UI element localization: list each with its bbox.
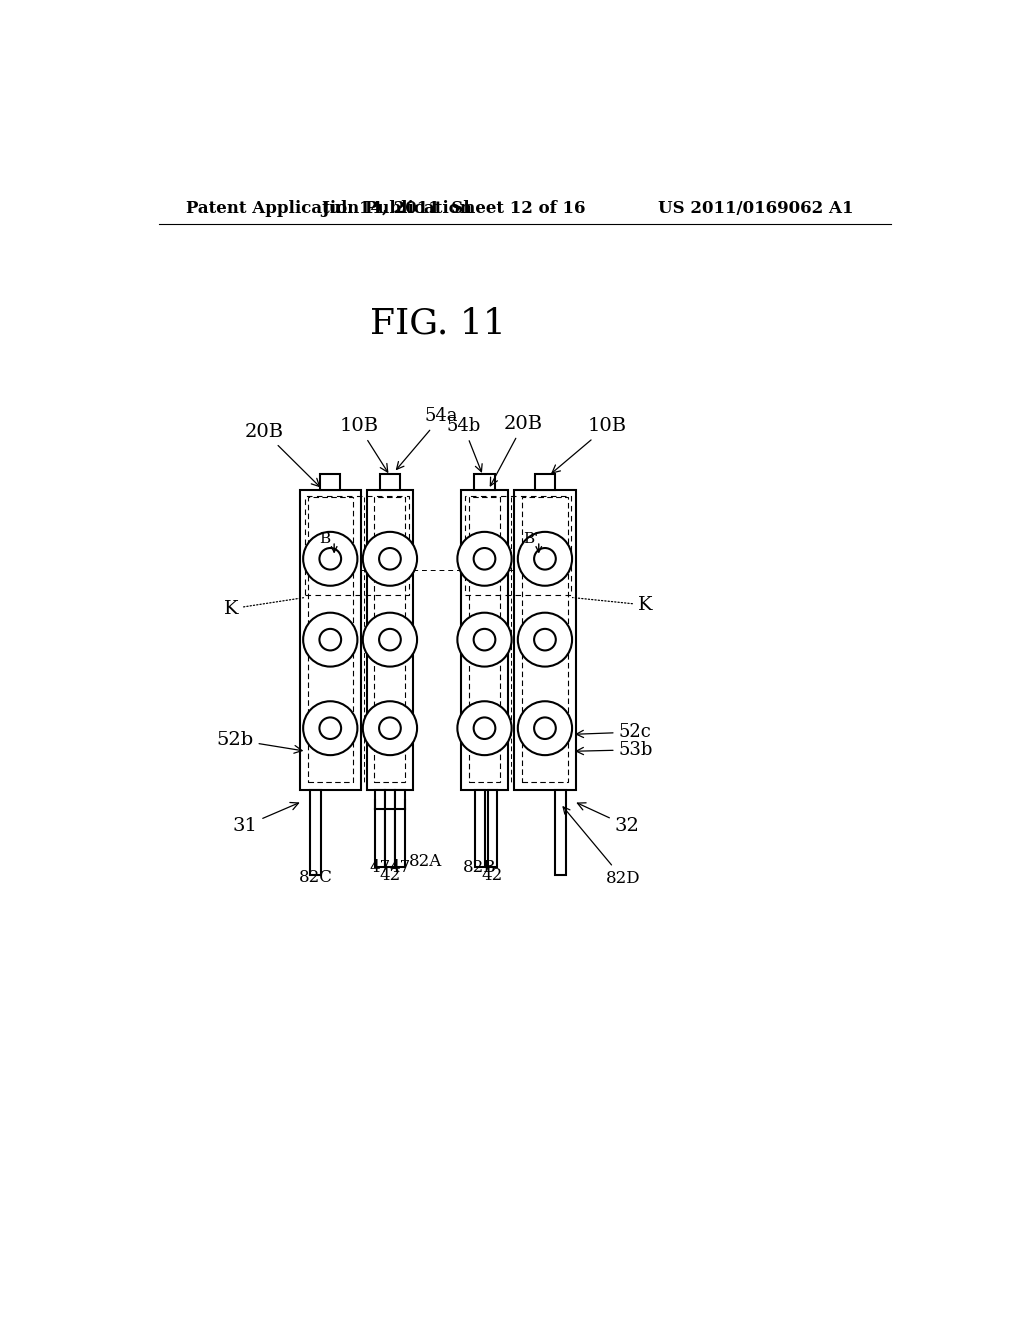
Bar	[367, 490, 414, 789]
Text: 52b: 52b	[216, 731, 302, 754]
Text: 10B: 10B	[339, 417, 388, 473]
Bar	[521, 498, 568, 781]
Circle shape	[518, 532, 572, 586]
Text: K: K	[572, 597, 652, 614]
Text: FIG. 11: FIG. 11	[370, 308, 506, 341]
Bar	[469, 498, 500, 781]
Circle shape	[518, 612, 572, 667]
Circle shape	[379, 548, 400, 570]
Circle shape	[518, 701, 572, 755]
Text: K: K	[223, 598, 303, 618]
Bar	[300, 490, 360, 789]
Text: 20B: 20B	[245, 422, 319, 487]
Text: 82A: 82A	[410, 853, 442, 870]
Text: 82C: 82C	[299, 869, 333, 886]
Circle shape	[379, 628, 400, 651]
Bar	[308, 498, 352, 781]
Text: 82D: 82D	[563, 807, 640, 887]
Text: 53b: 53b	[577, 741, 653, 759]
Circle shape	[458, 701, 512, 755]
Circle shape	[535, 548, 556, 570]
Bar	[375, 789, 385, 867]
Text: B': B'	[523, 532, 539, 545]
Circle shape	[458, 612, 512, 667]
Circle shape	[458, 532, 512, 586]
Bar	[535, 474, 555, 490]
Circle shape	[319, 548, 341, 570]
Circle shape	[474, 718, 496, 739]
Bar	[465, 496, 571, 595]
Text: 54a: 54a	[396, 408, 459, 470]
Text: 52c: 52c	[577, 723, 651, 741]
Text: 82B: 82B	[463, 859, 497, 876]
Text: 54b: 54b	[446, 417, 482, 471]
Text: 10B: 10B	[552, 417, 627, 473]
Text: 42: 42	[481, 867, 503, 884]
Circle shape	[535, 628, 556, 651]
Circle shape	[474, 628, 496, 651]
Circle shape	[535, 718, 556, 739]
Circle shape	[362, 701, 417, 755]
Circle shape	[362, 612, 417, 667]
Bar	[375, 498, 406, 781]
Bar	[310, 789, 321, 875]
Text: 31: 31	[232, 803, 299, 836]
Bar	[555, 789, 566, 875]
Text: Patent Application Publication: Patent Application Publication	[186, 199, 472, 216]
Circle shape	[303, 612, 357, 667]
Circle shape	[303, 701, 357, 755]
Bar	[321, 474, 340, 490]
Bar	[461, 490, 508, 789]
Bar	[395, 789, 404, 867]
Circle shape	[319, 628, 341, 651]
Bar	[385, 789, 394, 867]
Bar	[474, 474, 495, 490]
Text: Jul. 14, 2011  Sheet 12 of 16: Jul. 14, 2011 Sheet 12 of 16	[322, 199, 586, 216]
Circle shape	[303, 532, 357, 586]
Bar	[380, 474, 400, 490]
Circle shape	[319, 718, 341, 739]
Text: 42: 42	[379, 867, 400, 884]
Bar	[514, 490, 575, 789]
Text: 20B: 20B	[490, 414, 543, 486]
Text: 47: 47	[389, 859, 411, 876]
Text: US 2011/0169062 A1: US 2011/0169062 A1	[658, 199, 853, 216]
Text: 32: 32	[578, 803, 640, 836]
Circle shape	[362, 532, 417, 586]
Bar	[487, 789, 497, 867]
Bar	[475, 789, 484, 867]
Circle shape	[474, 548, 496, 570]
Text: B: B	[319, 532, 331, 545]
Text: 47: 47	[370, 859, 390, 876]
Circle shape	[379, 718, 400, 739]
Bar	[305, 496, 410, 595]
